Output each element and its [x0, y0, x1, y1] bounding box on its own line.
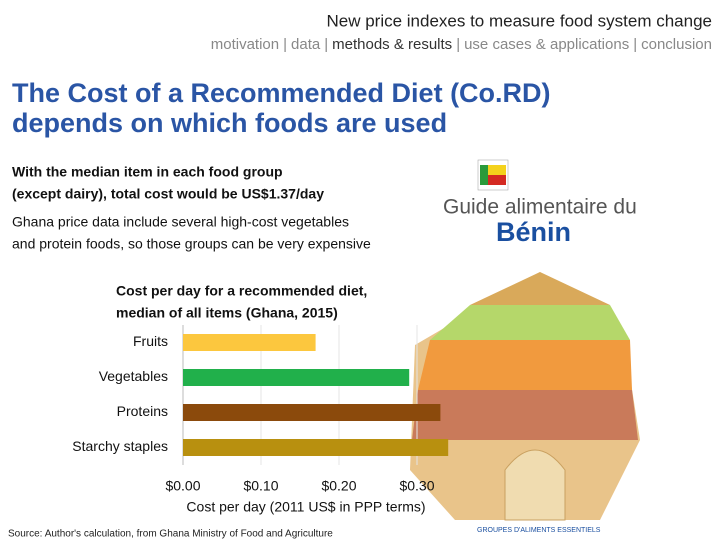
chart-title: median of all items (Ghana, 2015)	[116, 305, 338, 321]
nav-item: motivation	[211, 36, 279, 53]
x-tick-label: $0.30	[399, 478, 434, 494]
slide-title: depends on which foods are used	[12, 108, 447, 138]
x-tick-label: $0.10	[243, 478, 278, 494]
nav-separator: |	[633, 36, 637, 53]
guide-country: Bénin	[496, 217, 571, 247]
y-tick-label: Fruits	[133, 333, 168, 349]
bullet-text: With the median item in each food group	[12, 164, 283, 180]
bar	[183, 369, 410, 386]
bar	[183, 439, 449, 456]
bullet-text: and protein foods, so those groups can b…	[12, 236, 371, 252]
nav-item: use cases & applications	[464, 36, 629, 53]
x-tick-label: $0.20	[321, 478, 356, 494]
bullet-text: Ghana price data include several high-co…	[12, 214, 349, 230]
nav-separator: |	[283, 36, 287, 53]
nav-item: methods & results	[332, 36, 452, 53]
chart-title: Cost per day for a recommended diet,	[116, 283, 367, 299]
y-tick-label: Starchy staples	[72, 438, 168, 454]
source: Source: Author's calculation, from Ghana…	[8, 529, 333, 540]
bar	[183, 404, 441, 421]
x-tick-label: $0.00	[165, 478, 200, 494]
nav-item: data	[291, 36, 321, 53]
bullet-text: (except dairy), total cost would be US$1…	[12, 186, 324, 202]
y-tick-label: Vegetables	[99, 368, 168, 384]
bar	[183, 334, 316, 351]
nav-separator: |	[456, 36, 460, 53]
guide-title: Guide alimentaire du	[443, 196, 637, 219]
nav-separator: |	[324, 36, 328, 53]
nav-item: conclusion	[641, 36, 712, 53]
header-title: New price indexes to measure food system…	[326, 11, 712, 30]
pyramid-image	[410, 159, 640, 521]
nav: motivation | data | methods & results | use ca…	[211, 36, 712, 53]
y-tick-label: Proteins	[117, 403, 168, 419]
guide-caption: GROUPES D'ALIMENTS ESSENTIELS	[477, 527, 601, 534]
x-axis-label: Cost per day (2011 US$ in PPP terms)	[186, 499, 425, 515]
slide-title: The Cost of a Recommended Diet (Co.RD)	[12, 78, 551, 108]
